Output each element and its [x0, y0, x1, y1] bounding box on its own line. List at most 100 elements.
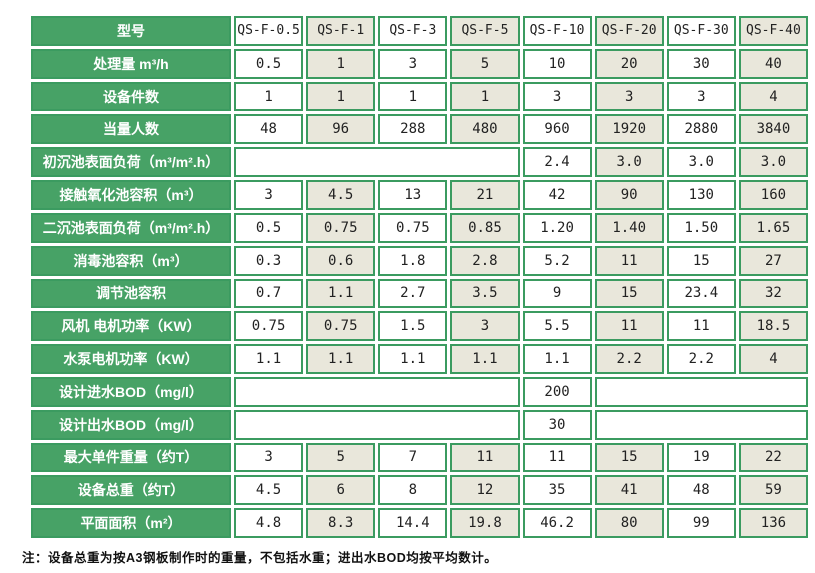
table-cell: 1.65	[738, 212, 808, 243]
table-cell: 41	[594, 475, 664, 506]
table-cell: 3.0	[666, 147, 736, 178]
table-row: 初沉池表面负荷（m³/m².h） 2.4 3.0 3.0 3.0	[31, 147, 808, 178]
table-row: 设备件数 1 1 1 1 3 3 3 4	[31, 81, 808, 112]
table-cell-merged	[234, 376, 520, 407]
table-cell: 0.5	[234, 48, 304, 79]
table-cell: 11	[594, 245, 664, 276]
table-cell: 1.5	[378, 311, 448, 342]
table-cell: 9	[522, 278, 592, 309]
table-cell: 1.8	[378, 245, 448, 276]
table-cell: 19.8	[450, 508, 520, 538]
spec-table: 型号 QS-F-0.5 QS-F-1 QS-F-3 QS-F-5 QS-F-10 QS-F-…	[28, 13, 811, 541]
table-cell: 48	[234, 114, 304, 145]
table-cell: 19	[666, 442, 736, 473]
table-row: 设备总重（约T） 4.5 6 8 12 35 41 48 59	[31, 475, 808, 506]
row-label: 最大单件重量（约T）	[31, 442, 231, 473]
table-cell: 4.5	[234, 475, 304, 506]
table-row: 接触氧化池容积（m³） 3 4.5 13 21 42 90 130 160	[31, 180, 808, 210]
table-cell: 80	[594, 508, 664, 538]
table-cell: 1.1	[234, 344, 304, 374]
table-cell: 3	[450, 311, 520, 342]
table-cell: 3	[522, 81, 592, 112]
table-cell: 46.2	[522, 508, 592, 538]
table-cell: 27	[738, 245, 808, 276]
table-cell: 13	[378, 180, 448, 210]
table-cell: 3.0	[738, 147, 808, 178]
table-cell: 0.75	[378, 212, 448, 243]
table-cell: 1.1	[378, 344, 448, 374]
spec-table-wrap: 型号 QS-F-0.5 QS-F-1 QS-F-3 QS-F-5 QS-F-10 QS-F-…	[28, 13, 811, 541]
table-row: 设计进水BOD（mg/l） 200	[31, 376, 808, 407]
table-cell: 136	[738, 508, 808, 538]
row-label: 型号	[31, 16, 231, 46]
row-label: 设计进水BOD（mg/l）	[31, 376, 231, 407]
row-label: 当量人数	[31, 114, 231, 145]
row-label: 二沉池表面负荷（m³/m².h）	[31, 212, 231, 243]
table-row: 最大单件重量（约T） 3 5 7 11 11 15 19 22	[31, 442, 808, 473]
table-cell: 1.50	[666, 212, 736, 243]
table-cell: 5.5	[522, 311, 592, 342]
table-cell: 5	[306, 442, 376, 473]
row-label: 调节池容积	[31, 278, 231, 309]
table-cell: 1.1	[306, 278, 376, 309]
table-cell: 4	[738, 344, 808, 374]
table-cell: 0.75	[234, 311, 304, 342]
table-cell: 11	[450, 442, 520, 473]
table-cell: 23.4	[666, 278, 736, 309]
table-cell: 1	[450, 81, 520, 112]
row-label: 接触氧化池容积（m³）	[31, 180, 231, 210]
table-cell: 4	[738, 81, 808, 112]
table-row: 消毒池容积（m³） 0.3 0.6 1.8 2.8 5.2 11 15 27	[31, 245, 808, 276]
table-cell: 200	[522, 376, 592, 407]
table-cell: 21	[450, 180, 520, 210]
table-cell: 2880	[666, 114, 736, 145]
table-cell: 3.0	[594, 147, 664, 178]
table-cell: 99	[666, 508, 736, 538]
table-cell: 96	[306, 114, 376, 145]
row-label: 设备总重（约T）	[31, 475, 231, 506]
table-cell: 5.2	[522, 245, 592, 276]
table-cell: 0.3	[234, 245, 304, 276]
table-cell: 15	[666, 245, 736, 276]
table-cell: 1.1	[522, 344, 592, 374]
row-label: 消毒池容积（m³）	[31, 245, 231, 276]
table-cell: 2.8	[450, 245, 520, 276]
table-cell: 2.7	[378, 278, 448, 309]
row-label: 水泵电机功率（KW）	[31, 344, 231, 374]
column-header: QS-F-0.5	[234, 16, 304, 46]
table-cell: 2.2	[666, 344, 736, 374]
table-cell: 4.8	[234, 508, 304, 538]
table-cell: 3	[594, 81, 664, 112]
table-cell: 40	[738, 48, 808, 79]
row-label: 处理量 m³/h	[31, 48, 231, 79]
table-cell: 3	[378, 48, 448, 79]
row-label: 设计出水BOD（mg/l）	[31, 409, 231, 440]
spec-table-body: 型号 QS-F-0.5 QS-F-1 QS-F-3 QS-F-5 QS-F-10 QS-F-…	[31, 16, 808, 538]
column-header: QS-F-40	[738, 16, 808, 46]
column-header: QS-F-3	[378, 16, 448, 46]
table-cell: 0.6	[306, 245, 376, 276]
column-header: QS-F-20	[594, 16, 664, 46]
table-row: 当量人数 48 96 288 480 960 1920 2880 3840	[31, 114, 808, 145]
table-row: 调节池容积 0.7 1.1 2.7 3.5 9 15 23.4 32	[31, 278, 808, 309]
table-cell: 0.5	[234, 212, 304, 243]
table-cell: 1.1	[306, 344, 376, 374]
table-cell: 7	[378, 442, 448, 473]
table-cell: 90	[594, 180, 664, 210]
column-header: QS-F-30	[666, 16, 736, 46]
table-cell: 22	[738, 442, 808, 473]
table-cell: 3	[234, 442, 304, 473]
table-cell-merged	[234, 147, 520, 178]
table-cell: 59	[738, 475, 808, 506]
table-cell-merged	[594, 376, 808, 407]
header-row: 型号 QS-F-0.5 QS-F-1 QS-F-3 QS-F-5 QS-F-10 QS-F-…	[31, 16, 808, 46]
table-cell: 10	[522, 48, 592, 79]
table-cell: 0.7	[234, 278, 304, 309]
table-cell: 8	[378, 475, 448, 506]
table-cell: 0.85	[450, 212, 520, 243]
table-cell: 480	[450, 114, 520, 145]
row-label: 设备件数	[31, 81, 231, 112]
table-cell: 1	[234, 81, 304, 112]
table-cell: 1.20	[522, 212, 592, 243]
table-cell: 48	[666, 475, 736, 506]
